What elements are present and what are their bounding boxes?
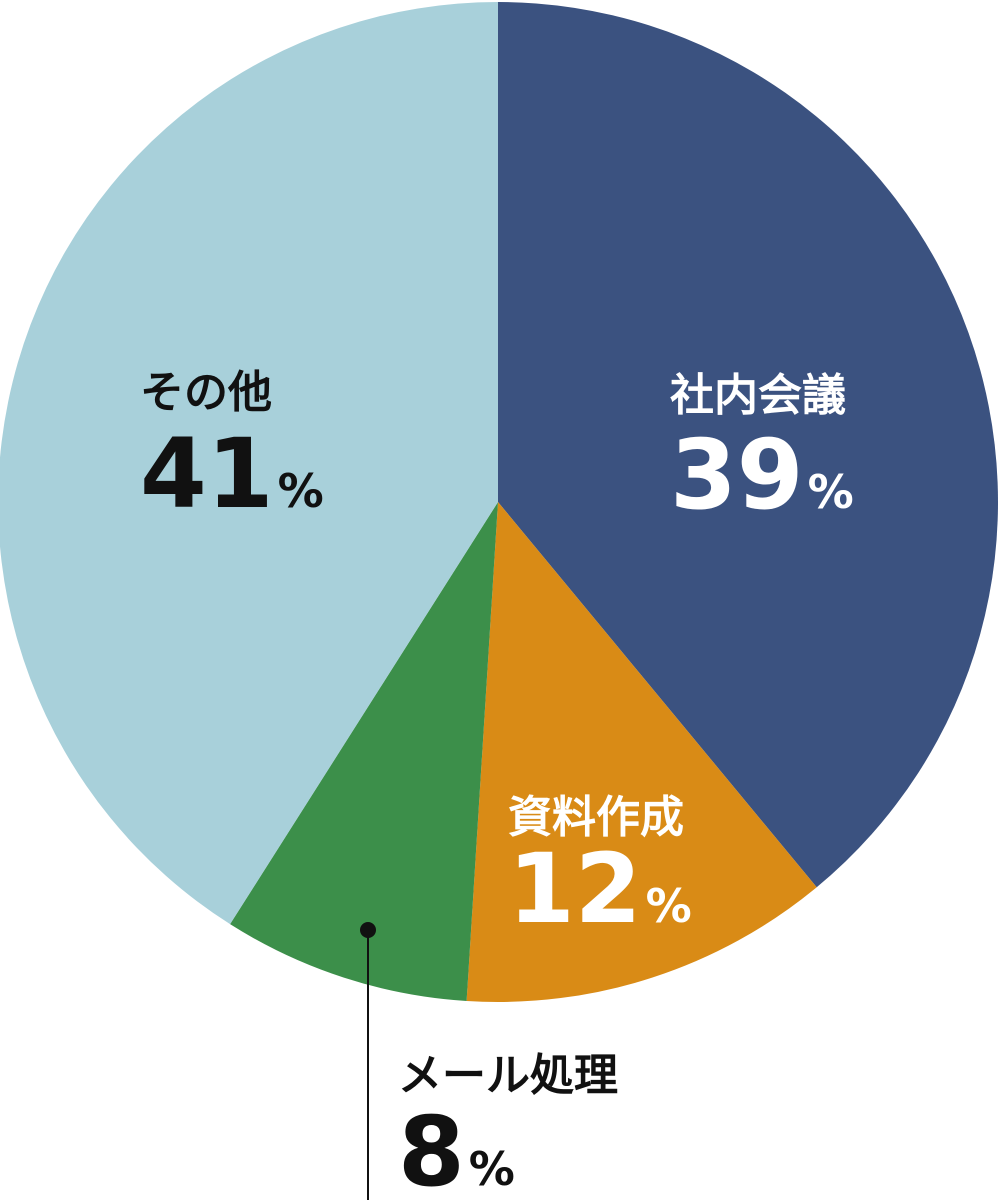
pie-slice-3 (0, 2, 498, 925)
slice-value-unit-0: % (808, 465, 854, 519)
slice-value-number-2: 8 (398, 1096, 465, 1200)
pie-slice-2 (230, 502, 498, 1002)
slice-label-1: 資料作成 (508, 792, 684, 843)
slice-value-3: 41% (140, 418, 324, 530)
pie-slices (0, 2, 999, 1002)
slice-label-0: 社内会議 (670, 370, 846, 421)
callout-leader (360, 922, 376, 1200)
slice-value-number-0: 39 (670, 419, 804, 531)
slice-label-3: その他 (140, 367, 272, 418)
slice-label-2: メール処理 (398, 1050, 618, 1101)
slice-value-2: 8% (398, 1096, 515, 1200)
slice-value-1: 12% (508, 833, 692, 945)
slice-value-unit-2: % (469, 1142, 515, 1196)
slice-value-0: 39% (670, 419, 854, 531)
slice-value-number-3: 41 (140, 418, 274, 530)
slice-value-unit-3: % (278, 464, 324, 518)
slice-value-number-1: 12 (508, 833, 642, 945)
pie-slice-0 (498, 2, 999, 888)
pie-slice-1 (466, 502, 817, 1002)
slice-value-unit-1: % (646, 879, 692, 933)
